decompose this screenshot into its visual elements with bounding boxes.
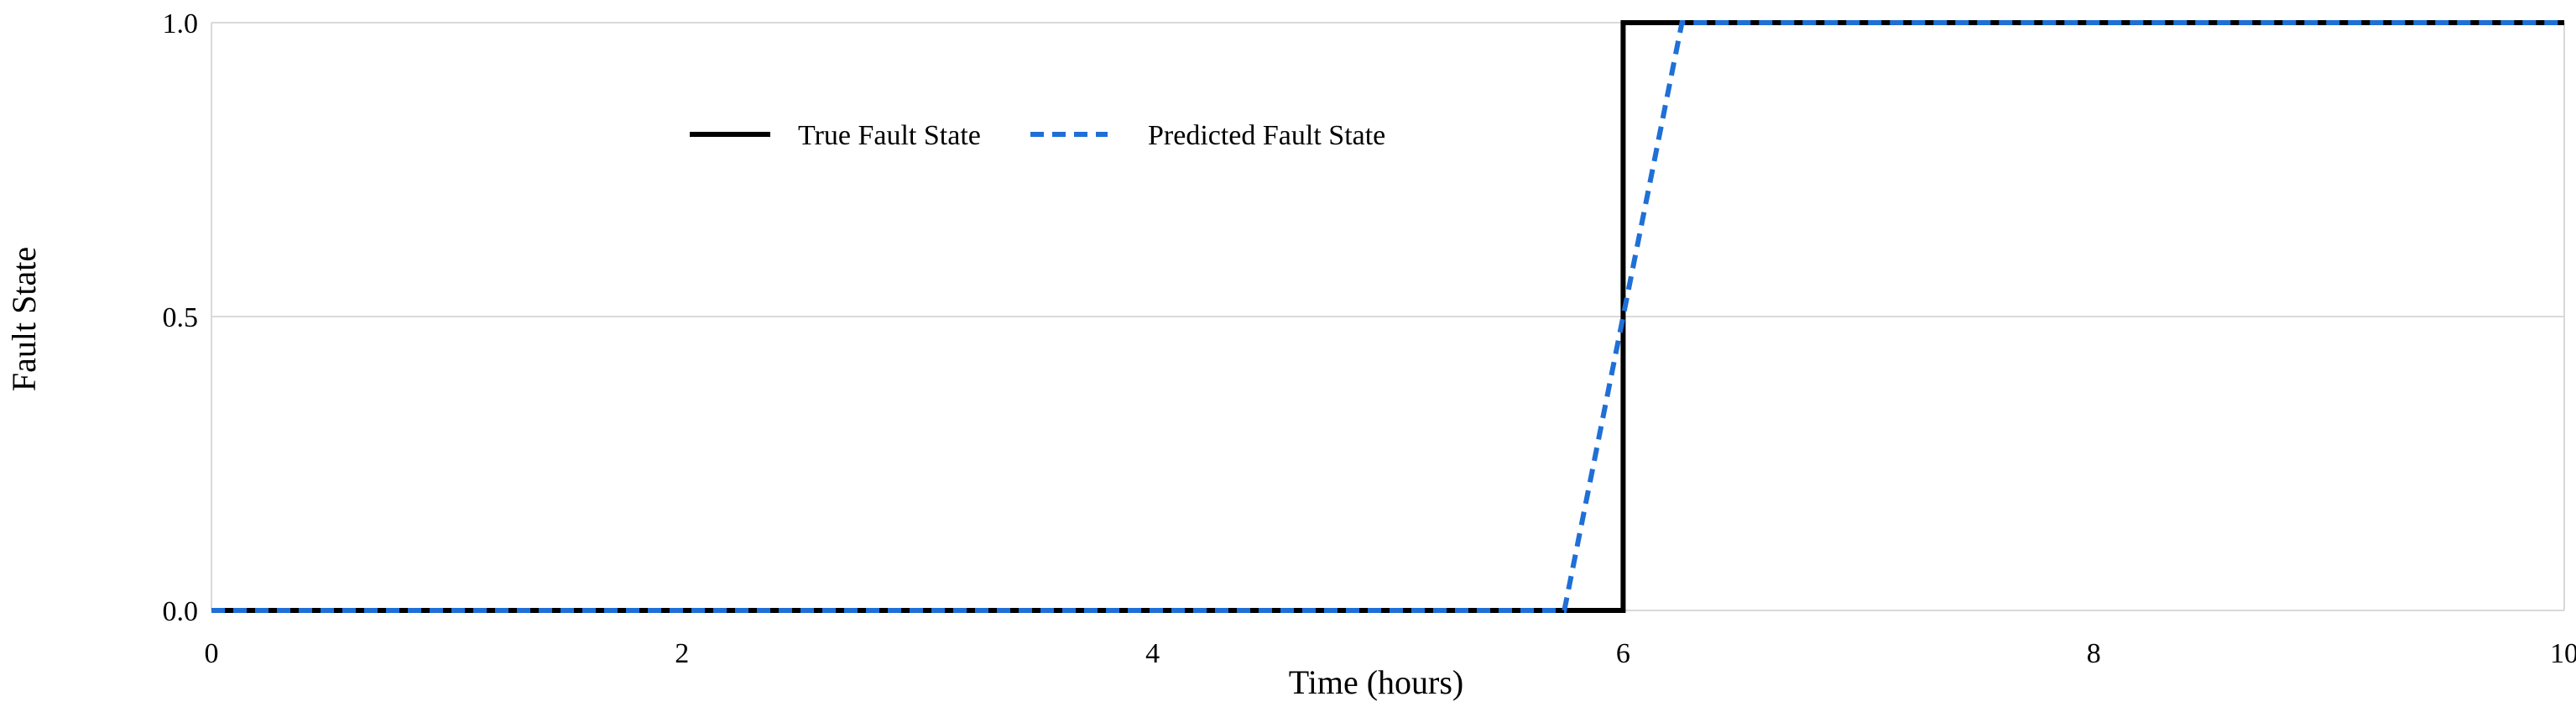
y-tick-label: 1.0 — [163, 8, 199, 39]
ticks-layer: 0.0 0.5 1.0 0 2 4 6 8 10 — [163, 8, 2576, 669]
series-layer — [211, 20, 2564, 613]
x-axis-title: Time (hours) — [1289, 663, 1464, 701]
legend: True Fault State Predicted Fault State — [690, 120, 1385, 151]
series-line-predicted-fault-state — [211, 20, 2564, 613]
legend-label-true-fault-state: True Fault State — [798, 120, 981, 151]
x-tick-label: 4 — [1145, 638, 1160, 669]
grid-layer — [211, 22, 2565, 611]
y-axis-title: Fault State — [5, 247, 43, 391]
x-tick-label: 10 — [2550, 638, 2576, 669]
legend-label-predicted-fault-state: Predicted Fault State — [1148, 120, 1385, 151]
x-tick-label: 6 — [1616, 638, 1630, 669]
x-tick-label: 2 — [675, 638, 689, 669]
x-tick-label: 0 — [205, 638, 219, 669]
x-tick-label: 8 — [2087, 638, 2101, 669]
y-tick-label: 0.0 — [163, 596, 199, 627]
y-tick-label: 0.5 — [163, 302, 199, 333]
